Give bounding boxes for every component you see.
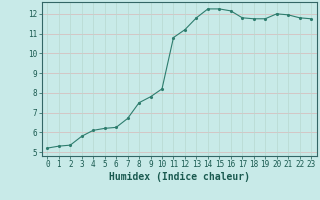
- X-axis label: Humidex (Indice chaleur): Humidex (Indice chaleur): [109, 172, 250, 182]
